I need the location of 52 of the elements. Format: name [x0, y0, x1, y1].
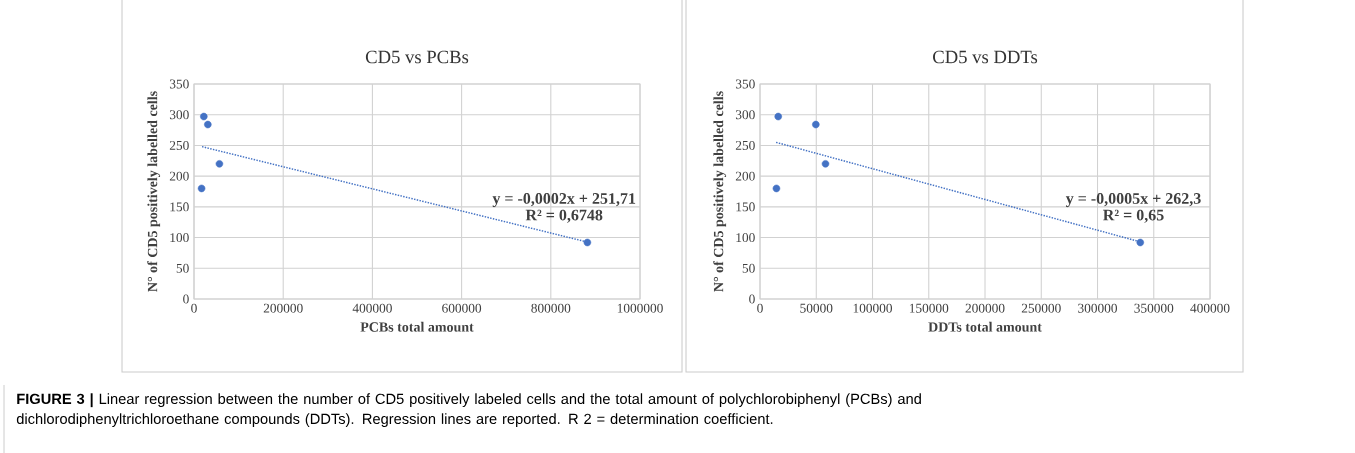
x-tick-label: 1000000 — [617, 303, 663, 313]
x-tick-label: 250000 — [1021, 303, 1061, 313]
y-tick-label: 0 — [183, 294, 189, 304]
y-axis-title: N° of CD5 positively labelled cells — [147, 91, 161, 292]
x-tick-label: 350000 — [1134, 303, 1174, 313]
x-tick-label: 400000 — [352, 303, 392, 313]
x-axis-title: PCBs total amount — [360, 321, 474, 332]
y-tick-label: 200 — [169, 171, 189, 181]
x-tick-label: 200000 — [965, 303, 1005, 313]
x-tick-label: 800000 — [531, 303, 571, 313]
x-axis-title: DDTs total amount — [928, 321, 1042, 332]
x-tick-label: 50000 — [800, 303, 833, 313]
annotation: y = -0,0002x + 251,71 — [492, 193, 636, 208]
y-tick-label: 50 — [742, 263, 755, 273]
annotation: R² = 0,6748 — [525, 209, 603, 223]
y-tick-label: 150 — [736, 202, 755, 212]
point — [772, 184, 781, 193]
y-tick-label: 300 — [735, 110, 755, 120]
y-tick-label: 250 — [735, 140, 755, 150]
y-tick-label: 200 — [735, 171, 755, 181]
x-tick-label: 300000 — [1078, 303, 1118, 313]
y-tick-label: 150 — [170, 202, 189, 212]
annotation: R² = 0,65 — [1103, 209, 1164, 223]
y-tick-label: 250 — [169, 140, 189, 150]
point — [197, 184, 206, 193]
y-axis-title: N° of CD5 positively labelled cells — [713, 91, 727, 292]
y-tick-label: 100 — [736, 233, 755, 243]
point — [200, 112, 208, 121]
text: FIGURE 3 | Linear regression between the number of CD5 positively labeled cells and the total amount of polychlorobiphenyl (PCBs) and dichlorodiphenyltrichloroethane compounds (DDTs). Regression lines are reported. R 2 = determination coefficient. — [16, 393, 921, 427]
point — [1136, 238, 1144, 247]
point — [204, 120, 212, 129]
point — [774, 112, 782, 121]
x-tick-label: 0 — [757, 303, 763, 313]
y-tick-label: 50 — [176, 263, 189, 273]
y-tick-label: 350 — [735, 79, 755, 89]
y-tick-label: 300 — [169, 110, 189, 120]
x-tick-label: 400000 — [1190, 303, 1230, 313]
x-tick-label: 200000 — [263, 303, 303, 313]
point — [215, 160, 224, 168]
chart-title: CD5 vs DDTs — [933, 50, 1038, 64]
y-tick-label: 100 — [170, 233, 189, 243]
y-tick-label: 0 — [749, 294, 755, 304]
point — [821, 160, 830, 168]
chart-title: CD5 vs PCBs — [365, 50, 469, 64]
x-tick-label: 600000 — [442, 303, 482, 313]
annotation: y = -0,0005x + 262,3 — [1065, 193, 1201, 208]
x-tick-label: 100000 — [853, 303, 893, 313]
x-tick-label: 150000 — [909, 303, 949, 313]
point — [812, 120, 820, 129]
point — [583, 238, 592, 247]
y-tick-label: 350 — [169, 79, 189, 89]
x-tick-label: 0 — [191, 303, 197, 313]
